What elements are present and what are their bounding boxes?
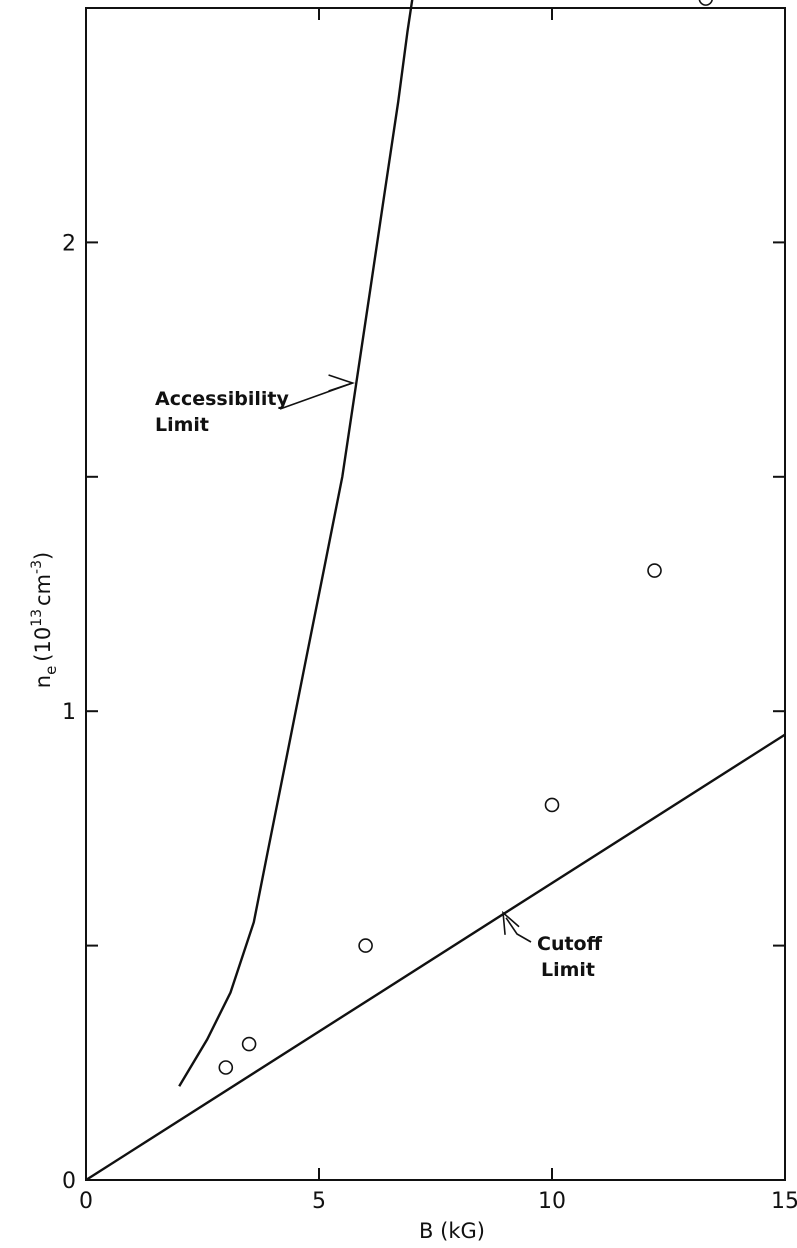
cutoff-limit-arrowhead: [502, 910, 520, 935]
data-point: [647, 563, 662, 578]
cutoff-limit-arrow: [505, 917, 532, 943]
data-point: [358, 938, 373, 953]
x-axis-ticks: 0 5 10 15: [79, 8, 797, 1214]
cutoff-limit-label: Cutoff: [537, 933, 603, 955]
data-point: [218, 1060, 234, 1075]
accessibility-limit-arrowhead: [328, 374, 356, 392]
y-axis-title: ne (1013 cm-3): [29, 552, 60, 688]
y-axis-title-subscript: e: [42, 666, 60, 675]
series-points: [218, 0, 713, 1075]
y-tick-label: 2: [62, 231, 76, 256]
accessibility-limit-label: Accessibility: [155, 388, 289, 410]
x-tick-label: 15: [771, 1189, 797, 1214]
plot-frame: [85, 7, 786, 1181]
data-point: [241, 1036, 257, 1052]
x-tick-label: 0: [79, 1189, 93, 1214]
y-axis-title-unit-suffix: ): [31, 552, 55, 560]
y-axis-title-unit-exp2: -3: [29, 560, 45, 574]
x-tick-label: 5: [312, 1189, 326, 1214]
accessibility-limit-label: Limit: [155, 414, 209, 436]
plot-border: [85, 7, 786, 1181]
y-axis-title-unit-prefix: (10: [31, 627, 55, 662]
y-axis-ticks: 0 1 2: [62, 7, 785, 1194]
cutoff-limit-label: Limit: [541, 959, 595, 981]
y-tick-label: 1: [62, 700, 76, 725]
accessibility-limit-curve: [178, 0, 414, 1087]
cutoff-limit-line: [85, 733, 786, 1182]
series-lines: [85, 0, 786, 1182]
annotations: Accessibility Limit Cutoff Limit: [155, 374, 603, 981]
data-point: [544, 797, 560, 813]
data-point: [698, 0, 713, 6]
y-axis-title-unit-mid: cm: [31, 574, 55, 606]
y-tick-label: 0: [62, 1169, 76, 1194]
x-axis-title: B (kG): [419, 1219, 485, 1243]
y-axis-title-symbol: n: [31, 675, 55, 688]
x-tick-label: 10: [538, 1189, 566, 1214]
y-axis-title-unit-exp1: 13: [29, 609, 45, 627]
